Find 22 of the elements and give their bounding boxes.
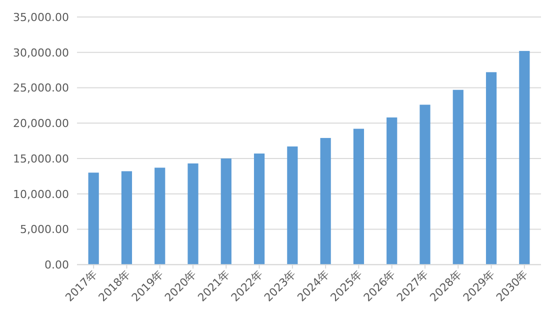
bar	[353, 128, 364, 265]
bar	[121, 171, 132, 265]
bar	[452, 90, 464, 265]
y-tick-label: 15,000.00	[13, 152, 69, 166]
bar	[254, 154, 265, 265]
bar	[420, 104, 430, 265]
bar	[386, 117, 398, 265]
y-tick-label: 0.00	[44, 258, 69, 272]
bar	[154, 168, 166, 265]
y-tick-label: 30,000.00	[13, 46, 69, 60]
bar	[88, 172, 99, 265]
bar	[287, 146, 298, 265]
y-tick-label: 20,000.00	[13, 117, 69, 130]
y-tick-label: 25,000.00	[13, 82, 69, 95]
bar	[519, 50, 530, 265]
y-tick-label: 10,000.00	[13, 188, 69, 201]
y-tick-label: 5,000.00	[20, 223, 69, 236]
bar	[220, 158, 232, 265]
bar	[188, 163, 198, 265]
bar	[320, 138, 331, 265]
bar	[486, 72, 497, 265]
y-tick-label: 35,000.00	[13, 11, 69, 24]
